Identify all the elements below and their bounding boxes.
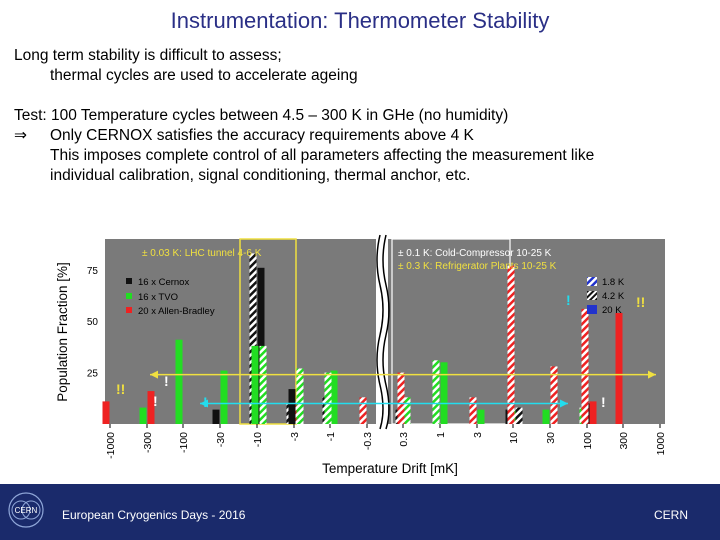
bar-tvo-4-2K-bin-5: [296, 368, 304, 424]
warning-marks: !! ! ! ! ! !! !: [116, 292, 645, 410]
body-line-5: This imposes complete control of all par…: [50, 147, 595, 164]
footer-bar: CERN European Cryogenics Days - 2016 CER…: [0, 484, 720, 540]
annotation-refrigerator: ± 0.3 K: Refrigerator Plants 10-25 K: [398, 261, 557, 272]
bar-tvo-20K-bin-2: [175, 339, 183, 424]
bar-tvo-20K-bin-12: [542, 409, 550, 424]
body-line-3: Test: 100 Temperature cycles between 4.5…: [14, 107, 509, 124]
legend-label-20k: 20 K: [602, 305, 622, 316]
x-tick-label: -3: [289, 432, 301, 441]
arrowhead-right: [560, 399, 568, 408]
legend-label-cernox: 16 x Cernox: [138, 277, 189, 288]
legend-swatch-tvo: [126, 293, 132, 299]
bar-cernox-4-2K-bin-4: [249, 253, 257, 424]
x-tick-label: 300: [618, 432, 630, 450]
bar-allen_bradley-20K-bin-0: [102, 401, 110, 424]
bar-allen_bradley-4-2K-bin-11: [507, 265, 515, 424]
implies-arrow-icon: ⇒: [14, 127, 27, 144]
x-tick-label: 30: [545, 432, 557, 444]
body-line-4-text: Only CERNOX satisfies the accuracy requi…: [50, 127, 474, 144]
x-tick-label: -1000: [105, 432, 117, 459]
x-axis-label: Temperature Drift [mK]: [322, 461, 458, 476]
bar-tvo-20K-bin-3: [220, 370, 228, 424]
arrowhead-left: [150, 370, 158, 379]
body-line-2: thermal cycles are used to accelerate ag…: [50, 67, 358, 84]
legend-swatch-20k: [587, 305, 597, 314]
bar-tvo-20K-bin-1: [139, 407, 147, 424]
warning-mark: !: [203, 394, 208, 410]
bar-tvo-20K-bin-6: [330, 370, 338, 424]
axis-break-right: [382, 234, 390, 430]
warning-mark: !: [566, 292, 571, 308]
bar-tvo-4-2K-bin-8: [403, 397, 411, 424]
body-line-4: ⇒ Only CERNOX satisfies the accuracy req…: [14, 126, 714, 146]
bar-tvo-20K-bin-9: [440, 362, 448, 424]
tolerance-band-lhc: [239, 238, 297, 425]
x-tick-label: 3: [472, 432, 484, 438]
bar-allen_bradley-4-2K-bin-7: [359, 397, 367, 424]
legend-label-4-2k: 4.2 K: [602, 291, 625, 302]
logo-text: CERN: [15, 506, 38, 515]
legend-label-tvo: 16 x TVO: [138, 292, 178, 303]
legend-label-1-8k: 1.8 K: [602, 277, 625, 288]
legend-swatch-allen-bradley: [126, 307, 132, 313]
bar-tvo-4-2K-bin-6: [324, 372, 332, 424]
warning-mark: !!: [116, 381, 125, 397]
x-tick-label: -100: [178, 432, 190, 453]
cern-logo-icon: CERN: [8, 492, 44, 528]
legend-sensors: 16 x Cernox 16 x TVO 20 x Allen-Bradley: [126, 277, 215, 317]
warning-mark: !: [164, 373, 169, 389]
bar-allen_bradley-4-2K-bin-8: [397, 372, 405, 424]
legend-swatch-4-2k: [587, 291, 597, 300]
slide-body: Long term stability is difficult to asse…: [14, 46, 714, 186]
arrowhead-right: [648, 370, 656, 379]
bar-cernox-20K-bin-3: [212, 409, 220, 424]
x-tick-label: -10: [252, 432, 264, 447]
bar-tvo-4-2K-bin-9: [432, 360, 440, 424]
bar-allen_bradley-4-2K-bin-12: [550, 366, 558, 424]
x-tick-label: -1: [325, 432, 337, 441]
axis-break-left: [376, 234, 384, 430]
legend-swatch-cernox: [126, 278, 132, 284]
stability-chart: 25 50 75 -1000 -300 -100 -30 -10 -3 -1 -0.3 0.3 1 3 1…: [55, 234, 667, 476]
annotation-cold-compressor: ± 0.1 K: Cold-Compressor 10-25 K: [398, 248, 552, 259]
slide-title: Instrumentation: Thermometer Stability: [170, 8, 550, 33]
bar-allen_bradley-20K-bin-13: [589, 401, 597, 424]
y-tick-label: 25: [87, 369, 99, 380]
x-tick-label: 1000: [655, 432, 667, 456]
y-tick-label: 50: [87, 317, 99, 328]
arrowhead-left: [200, 399, 208, 408]
x-tick-label: -30: [215, 432, 227, 447]
annotation-lhc-tunnel: ± 0.03 K: LHC tunnel 4-6 K: [142, 248, 262, 259]
warning-mark: !: [601, 394, 606, 410]
bar-tvo-20K-bin-10: [477, 409, 485, 424]
body-line-6: individual calibration, signal condition…: [50, 167, 471, 184]
bar-allen_bradley-4-2K-bin-13: [581, 308, 589, 424]
bar-allen_bradley-4-2K-bin-10: [469, 397, 477, 424]
x-tick-label: 100: [582, 432, 594, 450]
bar-allen_bradley-20K-bin-1: [147, 391, 155, 424]
bar-tvo-20K-bin-4: [251, 345, 259, 424]
body-line-1: Long term stability is difficult to asse…: [14, 47, 282, 64]
footer-event: European Cryogenics Days - 2016: [62, 508, 246, 522]
warning-mark: !!: [636, 294, 645, 310]
warning-mark: !: [153, 393, 158, 409]
bar-cernox-20K-bin-5: [288, 389, 296, 424]
x-tick-label: -300: [142, 432, 154, 453]
bar-tvo-4-2K-bin-4: [259, 345, 267, 424]
x-tick-label: 1: [435, 432, 447, 438]
bar-cernox-20K-bin-4: [257, 267, 265, 424]
footer-org: CERN: [653, 508, 688, 522]
legend-temperatures: 1.8 K 4.2 K 20 K: [587, 277, 625, 316]
bar-allen_bradley-20K-bin-14: [615, 313, 623, 424]
y-axis-label: Population Fraction [%]: [55, 262, 70, 402]
x-tick-label: 10: [508, 432, 520, 444]
y-tick-label: 75: [87, 266, 99, 277]
bar-cernox-4-2K-bin-11: [515, 407, 523, 424]
x-tick-label: 0.3: [398, 432, 410, 447]
legend-swatch-1-8k: [587, 277, 597, 286]
legend-label-allen-bradley: 20 x Allen-Bradley: [138, 306, 215, 317]
x-tick-label: -0.3: [362, 432, 374, 450]
